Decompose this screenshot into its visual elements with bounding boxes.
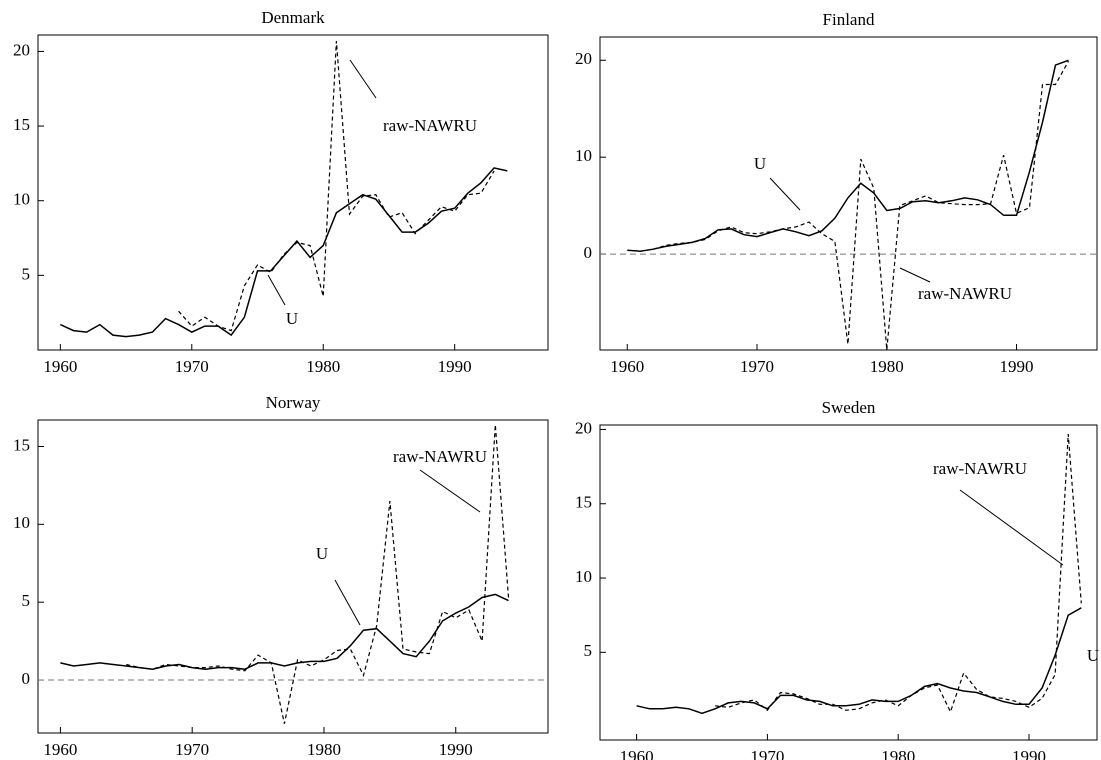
series-label: U (316, 544, 328, 563)
x-tick-label: 1960 (43, 357, 77, 376)
y-tick-label: 15 (13, 115, 30, 134)
y-tick-label: 20 (13, 40, 30, 59)
series-line (627, 59, 1069, 252)
x-tick-label: 1970 (740, 357, 774, 376)
series-label: U (754, 154, 766, 173)
chart-title: Sweden (822, 398, 876, 417)
y-tick-label: 10 (575, 146, 592, 165)
x-tick-label: 1980 (870, 357, 904, 376)
series-label: raw-NAWRU (383, 116, 477, 135)
series-label: U (286, 309, 298, 328)
series-label: raw-NAWRU (918, 284, 1012, 303)
x-tick-label: 1960 (620, 747, 654, 760)
chart-title: Finland (823, 10, 875, 29)
leader-line (959, 489, 1064, 566)
leader-line (419, 469, 481, 513)
plot-frame (599, 424, 1098, 741)
y-tick-label: 0 (584, 243, 593, 262)
x-tick-label: 1980 (306, 357, 340, 376)
leader-line (899, 267, 931, 283)
x-tick-label: 1960 (43, 740, 77, 759)
leader-line (334, 579, 361, 626)
series-line (636, 607, 1082, 715)
series-line (653, 60, 1070, 350)
x-tick-label: 1970 (175, 357, 209, 376)
plot-area (636, 433, 1082, 715)
x-tick-label: 1960 (610, 357, 644, 376)
plot-frame (37, 34, 549, 351)
series-label: U (1087, 646, 1099, 665)
y-tick-label: 5 (22, 264, 31, 283)
chart-title: Norway (266, 393, 321, 412)
y-tick-label: 15 (575, 493, 592, 512)
series-line (126, 424, 510, 724)
x-tick-label: 1970 (750, 747, 784, 760)
x-tick-label: 1990 (1000, 357, 1034, 376)
series-line (715, 433, 1082, 714)
plot-area (59, 40, 508, 338)
x-tick-label: 1980 (881, 747, 915, 760)
y-tick-label: 10 (575, 567, 592, 586)
plot-area (627, 59, 1070, 350)
y-tick-label: 0 (22, 669, 31, 688)
plot-frame (599, 36, 1098, 351)
x-tick-label: 1990 (438, 357, 472, 376)
y-tick-label: 20 (575, 49, 592, 68)
chart-title: Denmark (261, 8, 325, 27)
series-line (59, 167, 508, 338)
y-tick-label: 20 (575, 418, 592, 437)
y-tick-label: 10 (13, 513, 30, 532)
x-tick-label: 1990 (439, 740, 473, 759)
series-label: raw-NAWRU (933, 459, 1027, 478)
leader-line (267, 274, 286, 306)
plot-frame (37, 419, 549, 734)
y-tick-label: 10 (13, 190, 30, 209)
series-label: raw-NAWRU (393, 447, 487, 466)
x-tick-label: 1990 (1012, 747, 1046, 760)
y-tick-label: 5 (22, 591, 31, 610)
y-tick-label: 15 (13, 435, 30, 454)
leader-line (769, 177, 801, 211)
x-tick-label: 1970 (175, 740, 209, 759)
plot-area (60, 424, 510, 724)
x-tick-label: 1980 (307, 740, 341, 759)
series-line (60, 593, 509, 670)
leader-line (349, 59, 377, 99)
series-line (178, 40, 495, 332)
y-tick-label: 5 (584, 641, 593, 660)
